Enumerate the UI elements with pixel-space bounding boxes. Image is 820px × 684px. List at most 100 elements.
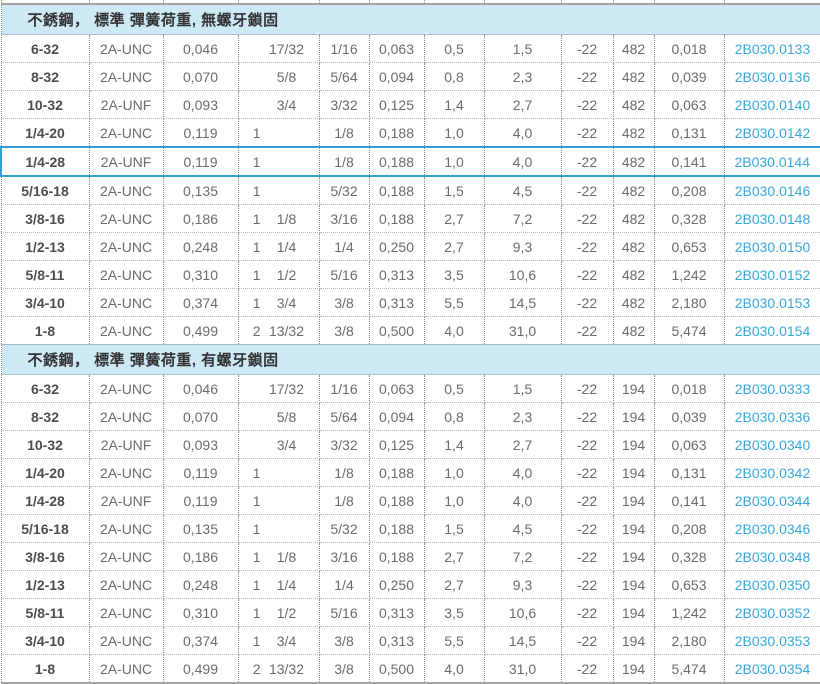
table-row[interactable]: 1-8 2A-UNC 0,499 2 13/32 3/8 0,500 4,0 3… <box>1 316 820 345</box>
thread-class-cell: 2A-UNF <box>89 146 164 177</box>
thread-class-cell: 2A-UNC <box>89 402 164 431</box>
table-row[interactable]: 10-32 2A-UNF 0,093 3/4 3/32 0,125 1,4 2,… <box>1 430 820 459</box>
part-number-link[interactable]: 2B030.0333 <box>734 380 811 397</box>
table-row[interactable]: 5/16-18 2A-UNC 0,135 1 5/32 0,188 1,5 4,… <box>1 514 820 543</box>
table-row[interactable]: 1/4-20 2A-UNC 0,119 1 1/8 0,188 1,0 4,0 … <box>1 458 820 487</box>
length-fraction: 3/4 <box>276 632 297 649</box>
table-row[interactable]: 1/4-28 2A-UNF 0,119 1 1/8 0,188 1,0 4,0 … <box>0 146 820 177</box>
table-row[interactable]: 5/8-11 2A-UNC 0,310 1 1/2 5/16 0,313 3,5… <box>1 598 820 627</box>
length-cell: 3/4 <box>238 430 320 459</box>
length-cell: 1 1/4 <box>238 232 320 261</box>
part-number-link[interactable]: 2B030.0146 <box>734 182 811 199</box>
part-number-link[interactable]: 2B030.0353 <box>734 632 811 649</box>
length-whole: 1 <box>252 294 261 311</box>
table-row[interactable]: 10-32 2A-UNF 0,093 3/4 3/32 0,125 1,4 2,… <box>1 90 820 119</box>
length-cell: 1 <box>238 118 320 148</box>
value-cell: 0,093 <box>163 430 239 459</box>
value-cell: 3/16 <box>319 204 370 233</box>
part-number-link[interactable]: 2B030.0342 <box>734 464 811 481</box>
value-cell: -22 <box>561 402 614 431</box>
table-row[interactable]: 1/4-28 2A-UNF 0,119 1 1/8 0,188 1,0 4,0 … <box>1 486 820 515</box>
length-cell: 1 3/4 <box>238 626 320 655</box>
table-row[interactable]: 8-32 2A-UNC 0,070 5/8 5/64 0,094 0,8 2,3… <box>1 402 820 431</box>
value-cell: 0,188 <box>369 118 425 148</box>
table-row[interactable]: 5/16-18 2A-UNC 0,135 1 5/32 0,188 1,5 4,… <box>1 176 820 205</box>
table-row[interactable]: 6-32 2A-UNC 0,046 17/32 1/16 0,063 0,5 1… <box>1 34 820 63</box>
value-cell: 0,328 <box>654 542 725 571</box>
value-cell: 0,063 <box>369 34 425 63</box>
part-number-link[interactable]: 2B030.0153 <box>734 294 811 311</box>
part-number-link[interactable]: 2B030.0142 <box>734 124 811 141</box>
part-number-link[interactable]: 2B030.0136 <box>734 68 811 85</box>
thread-class-cell: 2A-UNC <box>89 654 164 684</box>
value-cell: -22 <box>561 90 614 119</box>
part-number-link[interactable]: 2B030.0346 <box>734 520 811 537</box>
part-number-cell: 2B030.0353 <box>724 626 820 655</box>
part-number-link[interactable]: 2B030.0336 <box>734 408 811 425</box>
length-cell: 17/32 <box>238 34 320 63</box>
thread-size-cell: 1/2-13 <box>1 570 90 599</box>
value-cell: 0,653 <box>654 232 725 261</box>
length-whole: 2 <box>252 322 261 339</box>
length-fraction: 5/8 <box>276 408 297 425</box>
part-number-link[interactable]: 2B030.0352 <box>734 604 811 621</box>
table-row[interactable]: 1/4-20 2A-UNC 0,119 1 1/8 0,188 1,0 4,0 … <box>1 118 820 148</box>
value-cell: 0,188 <box>369 146 425 177</box>
length-whole: 2 <box>252 660 261 677</box>
part-number-cell: 2B030.0154 <box>724 316 820 345</box>
part-number-link[interactable]: 2B030.0144 <box>734 153 811 170</box>
value-cell: 1/16 <box>319 374 370 403</box>
value-cell: 0,188 <box>369 542 425 571</box>
length-cell: 2 13/32 <box>238 316 320 345</box>
value-cell: 0,248 <box>163 570 239 599</box>
length-cell: 5/8 <box>238 62 320 91</box>
part-number-cell: 2B030.0144 <box>724 146 820 177</box>
value-cell: 1,4 <box>424 90 485 119</box>
table-row[interactable]: 1/2-13 2A-UNC 0,248 1 1/4 1/4 0,250 2,7 … <box>1 570 820 599</box>
value-cell: 0,070 <box>163 402 239 431</box>
value-cell: 1,5 <box>484 374 562 403</box>
table-row[interactable]: 5/8-11 2A-UNC 0,310 1 1/2 5/16 0,313 3,5… <box>1 260 820 289</box>
thread-class-cell: 2A-UNC <box>89 232 164 261</box>
value-cell: 4,5 <box>484 176 562 205</box>
length-whole: 1 <box>252 548 261 565</box>
value-cell: 0,119 <box>163 486 239 515</box>
value-cell: -22 <box>561 458 614 487</box>
part-number-link[interactable]: 2B030.0152 <box>734 266 811 283</box>
value-cell: 0,5 <box>424 374 485 403</box>
value-cell: -22 <box>561 374 614 403</box>
part-number-link[interactable]: 2B030.0140 <box>734 96 811 113</box>
value-cell: 0,186 <box>163 204 239 233</box>
part-number-link[interactable]: 2B030.0148 <box>734 210 811 227</box>
part-number-link[interactable]: 2B030.0348 <box>734 548 811 565</box>
value-cell: 0,208 <box>654 176 725 205</box>
table-row[interactable]: 3/4-10 2A-UNC 0,374 1 3/4 3/8 0,313 5,5 … <box>1 288 820 317</box>
value-cell: 4,5 <box>484 514 562 543</box>
value-cell: 0,188 <box>369 176 425 205</box>
length-fraction: 3/4 <box>276 294 297 311</box>
part-number-link[interactable]: 2B030.0154 <box>734 322 811 339</box>
value-cell: 0,653 <box>654 570 725 599</box>
value-cell: 0,313 <box>369 598 425 627</box>
table-row[interactable]: 3/8-16 2A-UNC 0,186 1 1/8 3/16 0,188 2,7… <box>1 204 820 233</box>
value-cell: 14,5 <box>484 288 562 317</box>
part-number-link[interactable]: 2B030.0354 <box>734 660 811 677</box>
thread-size-cell: 10-32 <box>1 90 90 119</box>
table-row[interactable]: 8-32 2A-UNC 0,070 5/8 5/64 0,094 0,8 2,3… <box>1 62 820 91</box>
part-number-link[interactable]: 2B030.0150 <box>734 238 811 255</box>
thread-size-cell: 6-32 <box>1 34 90 63</box>
table-row[interactable]: 1/2-13 2A-UNC 0,248 1 1/4 1/4 0,250 2,7 … <box>1 232 820 261</box>
part-number-cell: 2B030.0152 <box>724 260 820 289</box>
part-number-link[interactable]: 2B030.0133 <box>734 40 811 57</box>
value-cell: 0,310 <box>163 598 239 627</box>
value-cell: 1/8 <box>319 118 370 148</box>
value-cell: 194 <box>613 514 655 543</box>
part-number-link[interactable]: 2B030.0340 <box>734 436 811 453</box>
thread-size-cell: 3/8-16 <box>1 204 90 233</box>
part-number-link[interactable]: 2B030.0344 <box>734 492 811 509</box>
table-row[interactable]: 6-32 2A-UNC 0,046 17/32 1/16 0,063 0,5 1… <box>1 374 820 403</box>
part-number-link[interactable]: 2B030.0350 <box>734 576 811 593</box>
table-row[interactable]: 3/8-16 2A-UNC 0,186 1 1/8 3/16 0,188 2,7… <box>1 542 820 571</box>
table-row[interactable]: 1-8 2A-UNC 0,499 2 13/32 3/8 0,500 4,0 3… <box>1 654 820 684</box>
table-row[interactable]: 3/4-10 2A-UNC 0,374 1 3/4 3/8 0,313 5,5 … <box>1 626 820 655</box>
